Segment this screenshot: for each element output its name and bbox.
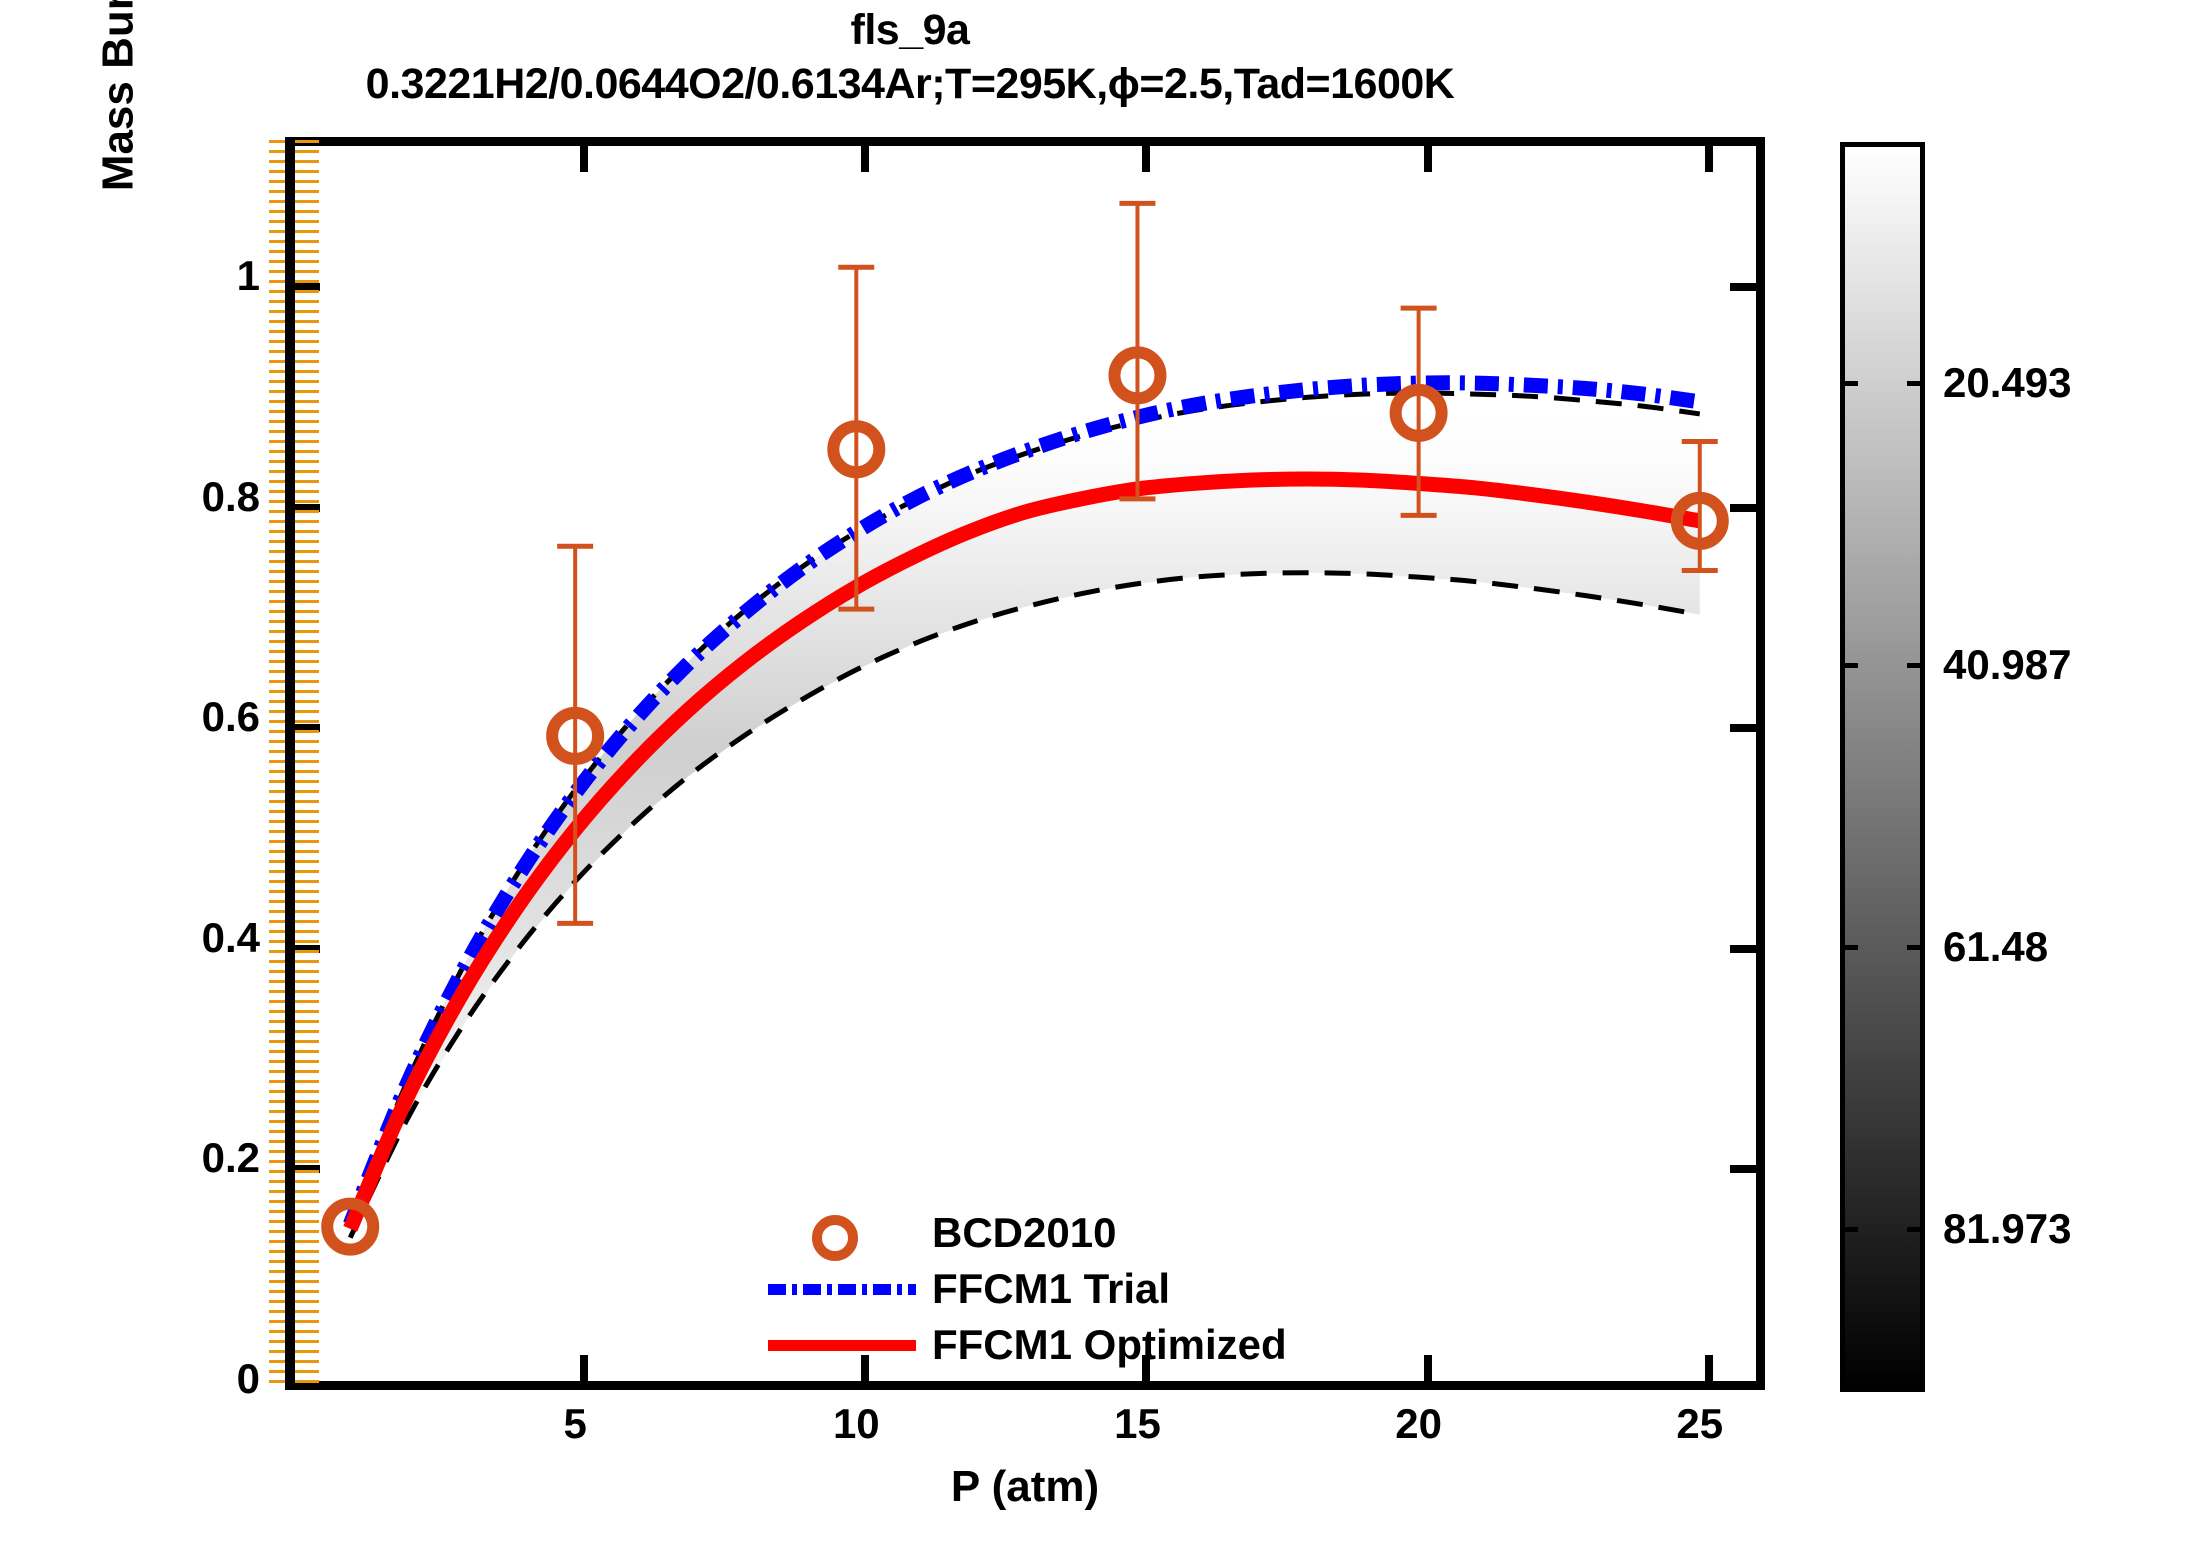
x-tick-mark-top xyxy=(580,146,589,172)
colorbar-tick-left xyxy=(1840,380,1858,386)
x-tick-mark-top xyxy=(861,146,870,172)
ffcm1-optimized-line xyxy=(343,471,1702,1232)
y-tick-mark-right xyxy=(1730,944,1756,953)
y-tick-mark xyxy=(294,503,320,512)
data-point-marker[interactable] xyxy=(321,1197,380,1256)
page-title: fls_9a xyxy=(850,6,970,54)
y-tick-label: 0.4 xyxy=(201,913,260,961)
legend-label: FFCM1 Optimized xyxy=(932,1321,1287,1368)
colorbar-tick-left xyxy=(1840,945,1858,951)
x-tick-mark xyxy=(1142,1355,1151,1381)
legend-label: FFCM1 Trial xyxy=(932,1265,1171,1312)
x-tick-label: 15 xyxy=(1114,1400,1161,1447)
y-tick-label: 0.2 xyxy=(201,1134,260,1182)
colorbar-tick-label: 20.493 xyxy=(1943,358,2072,406)
lower-bound-line xyxy=(347,570,1701,1239)
colorbar-tick-label: 81.973 xyxy=(1943,1205,2072,1253)
colorbar-tick-right xyxy=(1907,945,1925,951)
colorbar-tick-label: 61.48 xyxy=(1943,923,2049,971)
x-tick-label: 20 xyxy=(1395,1400,1442,1447)
x-tick-label: 10 xyxy=(832,1400,880,1447)
y-tick-mark-right xyxy=(1730,503,1756,512)
x-tick-label: 5 xyxy=(563,1400,587,1447)
y-tick-label: 0 xyxy=(236,1355,260,1402)
data-point-marker[interactable] xyxy=(1389,383,1448,442)
x-tick-mark-top xyxy=(1423,146,1432,172)
legend-item-ffcm1-optimized[interactable]: FFCM1 Optimized xyxy=(760,1317,1287,1373)
y-axis-label-prefix: Mass Burning Rate (g/cm xyxy=(94,0,143,191)
chart-title-block: fls_9a 0.3221H2/0.0644O2/0.6134Ar;T=295K… xyxy=(0,4,1820,112)
y-tick-mark-right xyxy=(1730,283,1756,292)
colorbar-tick-left xyxy=(1840,1227,1858,1233)
y-tick-mark-right xyxy=(1730,724,1756,733)
x-tick-mark-top xyxy=(1704,146,1713,172)
open-circle-icon xyxy=(812,1215,858,1261)
colorbar-container: 20.493 40.987 61.48 81.973 xyxy=(1840,142,2170,1392)
colorbar-gradient xyxy=(1840,142,1925,1392)
x-tick-mark xyxy=(1704,1355,1713,1381)
x-tick-mark xyxy=(580,1355,589,1381)
colorbar-tick-label: 40.987 xyxy=(1943,641,2072,689)
y-tick-label: 0.6 xyxy=(201,693,260,741)
x-axis-label: P (atm) xyxy=(950,1462,1100,1511)
x-tick-label: 25 xyxy=(1676,1400,1724,1447)
y-tick-mark xyxy=(294,724,320,733)
x-tick-mark-top xyxy=(1142,146,1151,172)
chart-legend: BCD2010 FFCM1 Trial FFCM1 Optimized xyxy=(760,1205,1287,1373)
colorbar-tick-left xyxy=(1840,663,1858,669)
data-point-marker[interactable] xyxy=(546,706,605,765)
legend-item-ffcm1-trial[interactable]: FFCM1 Trial xyxy=(760,1261,1287,1317)
plot-area xyxy=(285,137,1765,1390)
data-point-marker[interactable] xyxy=(1670,491,1729,550)
colorbar-tick-right xyxy=(1907,380,1925,386)
uncertainty-band xyxy=(350,393,1700,1238)
x-tick-mark xyxy=(861,1355,870,1381)
chart-subtitle: 0.3221H2/0.0644O2/0.6134Ar;T=295K,ϕ=2.5,… xyxy=(365,60,1455,108)
data-series-layer xyxy=(321,200,1729,1256)
legend-key-dashdot xyxy=(760,1264,920,1314)
colorbar-tick-right xyxy=(1907,663,1925,669)
dash-dot-line-icon xyxy=(768,1284,916,1295)
legend-key-marker xyxy=(760,1208,920,1261)
x-tick-mark xyxy=(1423,1355,1432,1381)
y-axis-label: Mass Burning Rate (g/cm2s) xyxy=(92,0,152,400)
legend-key-solid xyxy=(760,1320,920,1370)
y-axis-line xyxy=(285,137,295,1390)
legend-item-bcd2010[interactable]: BCD2010 xyxy=(760,1205,1287,1261)
y-tick-mark xyxy=(294,283,320,292)
y-tick-label: 1 xyxy=(236,252,260,300)
y-tick-label: 0.8 xyxy=(201,472,260,520)
data-point-marker[interactable] xyxy=(1108,346,1167,405)
data-point-marker[interactable] xyxy=(827,420,886,479)
ffcm1-trial-line xyxy=(343,375,1701,1228)
solid-line-icon xyxy=(768,1340,916,1351)
plot-inner-clip xyxy=(294,146,1756,1381)
y-tick-mark-right xyxy=(1730,1165,1756,1174)
y-tick-mark xyxy=(294,944,320,953)
legend-label: BCD2010 xyxy=(932,1209,1117,1256)
y-tick-mark xyxy=(294,1165,320,1174)
colorbar-tick-right xyxy=(1907,1227,1925,1233)
